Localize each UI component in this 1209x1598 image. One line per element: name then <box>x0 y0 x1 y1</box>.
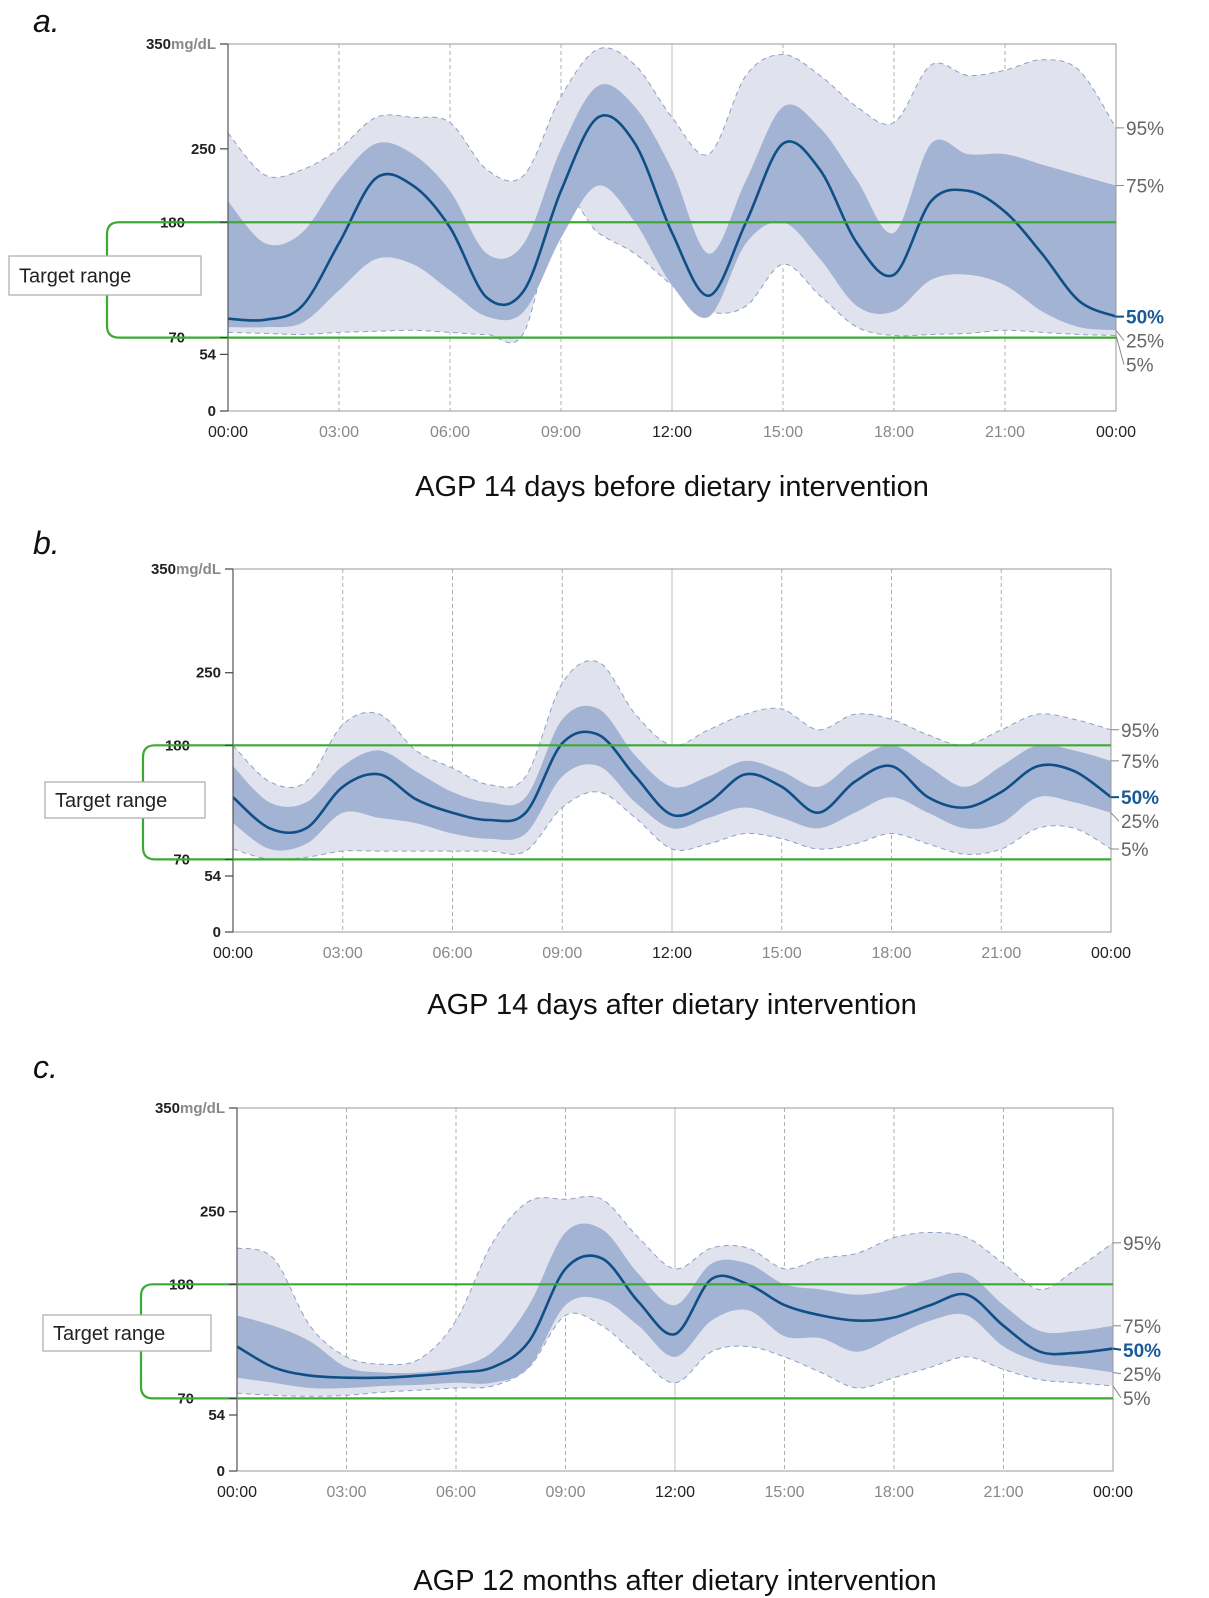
line-p95 <box>227 47 1117 182</box>
line-median <box>236 1254 1114 1380</box>
y-tick-label: 250 <box>196 665 221 682</box>
y-tick-value: 350 <box>155 1100 180 1117</box>
percentile-label: 25% <box>1123 1365 1161 1386</box>
x-tick-label: 21:00 <box>981 945 1021 962</box>
y-tick-value: 350 <box>151 561 176 578</box>
x-tick-label: 06:00 <box>430 424 470 441</box>
panel-label: b. <box>33 525 60 561</box>
x-tick-label: 21:00 <box>983 1484 1023 1501</box>
chart-title: AGP 14 days after dietary intervention <box>427 989 917 1021</box>
y-unit: mg/dL <box>180 1100 225 1117</box>
percentile-label: 50% <box>1126 308 1164 329</box>
y-tick-label: 350mg/dL <box>155 1100 225 1117</box>
target-range-box <box>44 781 206 819</box>
target-range-box <box>42 1314 212 1352</box>
line-p95 <box>236 1195 1114 1366</box>
x-tick-label: 00:00 <box>208 424 248 441</box>
y-unit: mg/dL <box>171 36 216 53</box>
chart-title: AGP 14 days before dietary intervention <box>415 471 929 503</box>
x-tick-label: 09:00 <box>542 945 582 962</box>
y-tick-label: 0 <box>213 924 221 941</box>
x-tick-label: 00:00 <box>217 1484 257 1501</box>
percentile-label: 5% <box>1123 1389 1151 1410</box>
x-tick-label: 09:00 <box>545 1484 585 1501</box>
y-tick-label: 54 <box>199 346 216 363</box>
band-25-75 <box>228 84 1116 331</box>
target-range-label: Target range <box>53 1323 165 1345</box>
percentile-leader <box>1115 335 1125 365</box>
agp-panel-3: c. AGP 12 months after dietary interventi… <box>33 1049 1161 1597</box>
target-range-label: Target range <box>55 790 167 812</box>
x-tick-label: 15:00 <box>762 945 802 962</box>
y-tick-value: 350 <box>146 36 171 53</box>
agp-panel-1: a. AGP 14 days before dietary interventio… <box>8 3 1164 503</box>
x-tick-label: 06:00 <box>436 1484 476 1501</box>
percentile-label: 5% <box>1126 356 1154 377</box>
panel-label: c. <box>33 1049 58 1085</box>
panel-label: a. <box>33 3 60 39</box>
percentile-label: 95% <box>1121 721 1159 742</box>
x-tick-label: 12:00 <box>652 424 692 441</box>
percentile-leader <box>1110 812 1120 822</box>
x-tick-label: 03:00 <box>326 1484 366 1501</box>
percentile-label: 25% <box>1121 812 1159 833</box>
x-tick-label: 15:00 <box>763 424 803 441</box>
percentile-leader <box>1112 1371 1122 1375</box>
percentile-label: 5% <box>1121 840 1149 861</box>
x-tick-label: 09:00 <box>541 424 581 441</box>
x-tick-label: 06:00 <box>432 945 472 962</box>
line-median <box>227 114 1117 322</box>
x-tick-label: 18:00 <box>874 1484 914 1501</box>
x-tick-label: 00:00 <box>1091 945 1131 962</box>
band-25-75 <box>237 1223 1113 1389</box>
percentile-label: 95% <box>1126 119 1164 140</box>
band-5-95 <box>237 1196 1113 1397</box>
target-range-box <box>8 255 202 296</box>
x-tick-label: 00:00 <box>1096 424 1136 441</box>
percentile-leader <box>1115 329 1125 341</box>
x-tick-label: 12:00 <box>652 945 692 962</box>
percentile-label: 75% <box>1123 1317 1161 1338</box>
y-tick-label: 0 <box>217 1463 225 1480</box>
agp-panel-2: b. AGP 14 days after dietary intervention… <box>33 525 1159 1021</box>
line-p5 <box>227 197 1117 344</box>
x-tick-label: 12:00 <box>655 1484 695 1501</box>
line-p5 <box>232 791 1112 861</box>
chart-title: AGP 12 months after dietary intervention <box>413 1565 936 1597</box>
percentile-label: 75% <box>1126 177 1164 198</box>
percentile-leader <box>1112 1385 1122 1399</box>
y-unit: mg/dL <box>176 561 221 578</box>
y-tick-label: 350mg/dL <box>151 561 221 578</box>
y-tick-label: 250 <box>191 141 216 158</box>
line-median <box>232 730 1112 835</box>
y-tick-label: 350mg/dL <box>146 36 216 53</box>
percentile-leader <box>1112 1347 1122 1351</box>
x-tick-label: 03:00 <box>323 945 363 962</box>
target-range-label: Target range <box>19 266 131 288</box>
x-tick-label: 00:00 <box>1093 1484 1133 1501</box>
percentile-label: 50% <box>1123 1341 1161 1362</box>
x-tick-label: 03:00 <box>319 424 359 441</box>
x-tick-label: 18:00 <box>871 945 911 962</box>
y-tick-label: 250 <box>200 1204 225 1221</box>
x-tick-label: 00:00 <box>213 945 253 962</box>
x-tick-label: 15:00 <box>764 1484 804 1501</box>
percentile-label: 95% <box>1123 1234 1161 1255</box>
percentile-label: 50% <box>1121 788 1159 809</box>
x-tick-label: 18:00 <box>874 424 914 441</box>
line-p5 <box>236 1312 1114 1397</box>
percentile-label: 25% <box>1126 332 1164 353</box>
y-tick-label: 54 <box>204 868 221 885</box>
x-tick-label: 21:00 <box>985 424 1025 441</box>
percentile-label: 75% <box>1121 752 1159 773</box>
y-tick-label: 0 <box>208 403 216 420</box>
band-25-75 <box>233 705 1111 851</box>
y-tick-label: 54 <box>208 1407 225 1424</box>
